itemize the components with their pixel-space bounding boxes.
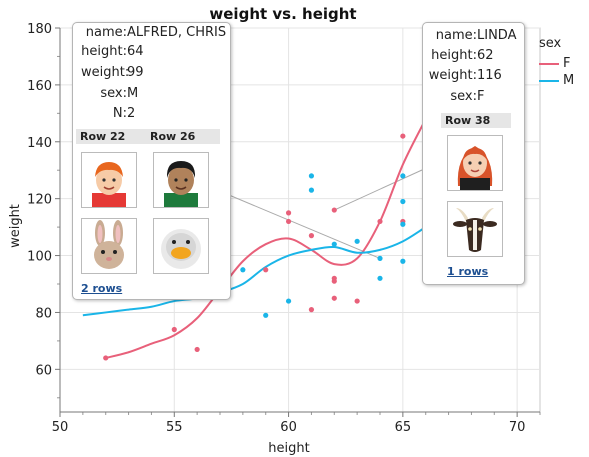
legend-item-f[interactable]: F: [539, 55, 574, 72]
field-weight: weight: 116: [427, 66, 502, 85]
field-name: name: ALFRED, CHRIS: [81, 23, 226, 42]
legend-swatch-m: [539, 79, 559, 82]
leader-lines: [228, 169, 423, 259]
axes: 50 55 60 65 70 60 80 100 120 140 160 180: [27, 22, 541, 435]
field-n: N: 2: [81, 104, 135, 123]
field-name: name: LINDA: [427, 26, 517, 45]
field-value: LINDA: [477, 28, 517, 43]
field-key: height:: [431, 48, 477, 63]
data-point-f[interactable]: [354, 298, 360, 304]
leader-line-left: [228, 194, 381, 259]
data-point-m[interactable]: [308, 173, 315, 179]
data-point-f[interactable]: [171, 326, 177, 333]
hover-label-left: name: ALFRED, CHRIS height: 64 weight: 9…: [72, 22, 231, 300]
rows-link-right[interactable]: 1 rows: [447, 265, 489, 278]
field-weight: weight: 99: [81, 63, 144, 82]
y-tick-label: 160: [27, 79, 52, 94]
field-value: ALFRED, CHRIS: [127, 25, 227, 40]
boy-dark-hair-icon[interactable]: [153, 152, 209, 208]
data-point-m[interactable]: [354, 238, 360, 244]
x-tick-label: 60: [280, 420, 297, 435]
field-value: 2: [127, 106, 136, 121]
legend-swatch-f: [539, 62, 559, 65]
x-tick-label: 65: [395, 420, 412, 435]
data-point-m[interactable]: [377, 255, 383, 261]
field-value: 99: [127, 65, 144, 80]
data-point-f[interactable]: [331, 207, 337, 213]
data-point-m[interactable]: [377, 275, 383, 281]
x-tick-label: 55: [166, 420, 183, 435]
smoother-line-f: [105, 118, 427, 359]
row-header-strip: Row 22 Row 26: [76, 129, 220, 144]
field-key: height:: [81, 44, 127, 59]
data-point-f[interactable]: [331, 278, 337, 284]
y-tick-label: 60: [35, 363, 52, 378]
row-header-22: Row 22: [80, 130, 126, 143]
data-point-f[interactable]: [103, 355, 109, 361]
field-sex: sex: F: [427, 87, 484, 106]
rabbit-icon[interactable]: [81, 218, 137, 274]
data-point-f[interactable]: [285, 210, 292, 216]
data-point-f[interactable]: [285, 218, 292, 225]
data-point-m[interactable]: [400, 173, 406, 179]
goose-icon[interactable]: [153, 218, 209, 274]
field-value: F: [477, 89, 485, 104]
field-value: M: [127, 86, 139, 101]
goat-icon[interactable]: [447, 201, 503, 257]
field-key: weight:: [428, 68, 477, 83]
data-point-m[interactable]: [308, 187, 315, 193]
y-tick-label: 180: [27, 22, 52, 37]
data-point-f[interactable]: [331, 295, 337, 301]
x-tick-label: 70: [509, 420, 526, 435]
field-height: height: 62: [427, 46, 494, 65]
hover-label-right: name: LINDA height: 62 weight: 116 sex: …: [422, 22, 525, 285]
x-axis-label: height: [268, 441, 309, 456]
leader-line-right: [334, 169, 423, 211]
data-point-m[interactable]: [285, 298, 292, 304]
data-point-f[interactable]: [377, 218, 383, 225]
boy-redhead-icon[interactable]: [81, 152, 137, 208]
chart-title: weight vs. height: [209, 5, 356, 23]
data-point-m[interactable]: [263, 312, 269, 318]
data-point-m[interactable]: [400, 198, 406, 205]
rows-link-left[interactable]: 2 rows: [81, 282, 123, 295]
field-value: 116: [477, 68, 502, 83]
y-tick-label: 140: [27, 136, 52, 151]
girl-redhead-icon[interactable]: [447, 135, 503, 191]
data-point-m[interactable]: [331, 241, 337, 247]
y-tick-label: 100: [27, 250, 52, 265]
field-key: name:: [435, 28, 477, 43]
field-height: height: 64: [81, 42, 144, 61]
row-header-26: Row 26: [150, 130, 196, 143]
data-point-m[interactable]: [400, 221, 406, 227]
field-key: sex:: [100, 86, 127, 101]
y-tick-label: 80: [35, 306, 52, 321]
legend: sex F M: [539, 36, 574, 89]
data-point-f[interactable]: [263, 267, 269, 273]
legend-item-m[interactable]: M: [539, 72, 574, 89]
field-value: 64: [127, 44, 144, 59]
data-point-m[interactable]: [400, 258, 406, 264]
data-point-f[interactable]: [308, 307, 315, 313]
data-point-m[interactable]: [240, 267, 246, 273]
y-tick-label: 120: [27, 193, 52, 208]
field-key: sex:: [450, 89, 477, 104]
smoother-line-m: [82, 212, 450, 317]
x-tick-label: 50: [52, 420, 69, 435]
data-point-f[interactable]: [194, 346, 200, 353]
y-axis-label: weight: [8, 204, 23, 248]
legend-label-f: F: [563, 56, 571, 71]
legend-label-m: M: [563, 73, 575, 88]
field-key: N:: [112, 106, 127, 121]
data-point-f[interactable]: [308, 233, 315, 239]
row-header-38: Row 38: [441, 113, 511, 128]
legend-title: sex: [539, 36, 562, 51]
field-sex: sex: M: [81, 84, 138, 103]
field-key: weight:: [81, 65, 130, 80]
field-key: name:: [85, 25, 127, 40]
smoother-lines: [82, 118, 450, 359]
data-point-f[interactable]: [400, 133, 406, 139]
field-value: 62: [477, 48, 494, 63]
